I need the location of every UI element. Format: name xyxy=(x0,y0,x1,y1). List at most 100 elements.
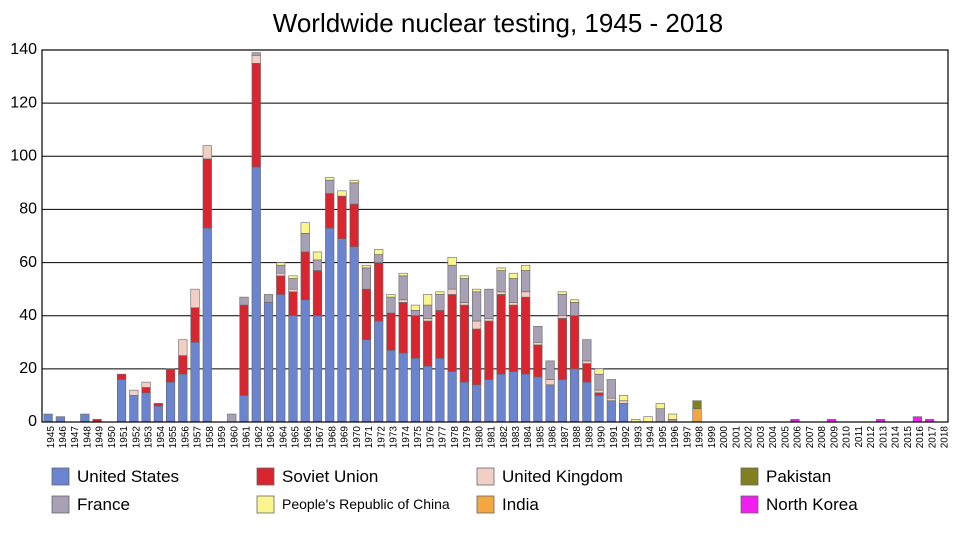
x-tick-label: 1954 xyxy=(156,426,167,449)
bar-segment xyxy=(459,275,469,279)
legend-label: United Kingdom xyxy=(502,467,623,486)
x-tick-label: 2009 xyxy=(829,426,840,449)
x-tick-label: 1989 xyxy=(584,426,595,449)
bar-segment xyxy=(484,320,494,380)
bar-segment xyxy=(557,291,567,295)
x-tick-label: 1950 xyxy=(107,426,118,449)
bar-segment xyxy=(386,312,396,351)
bar-segment xyxy=(116,373,127,380)
x-tick-label: 2012 xyxy=(866,426,877,449)
bar-segment xyxy=(472,288,482,293)
bar-segment xyxy=(55,416,65,423)
plot-frame xyxy=(41,49,949,423)
x-tick-label: 1982 xyxy=(499,426,510,449)
bar-segment xyxy=(533,341,543,346)
x-tick-label: 1963 xyxy=(266,426,277,449)
bar-segment xyxy=(202,227,212,423)
bar-segment xyxy=(227,413,237,423)
bar-segment xyxy=(692,400,702,410)
x-tick-label: 1958 xyxy=(205,426,216,449)
bar-segment xyxy=(447,256,457,266)
bar-segment xyxy=(435,291,445,295)
bar-segment xyxy=(141,381,151,388)
y-tick-label: 100 xyxy=(10,148,37,165)
bar-segment xyxy=(300,251,310,301)
bar-segment xyxy=(569,368,580,423)
x-tick-label: 1996 xyxy=(670,426,681,449)
legend-swatch xyxy=(256,467,275,486)
bar-segment xyxy=(141,387,151,394)
bar-segment xyxy=(410,304,421,311)
legend-label: Soviet Union xyxy=(282,467,378,486)
bar-segment xyxy=(361,288,372,340)
bar-segment xyxy=(618,403,629,423)
x-tick-label: 2001 xyxy=(731,426,742,449)
bar-segment xyxy=(398,352,408,423)
bar-segment xyxy=(606,379,616,399)
bar-segment xyxy=(410,310,421,317)
bar-segment xyxy=(276,294,286,423)
x-tick-label: 1959 xyxy=(217,426,228,449)
bar-segment xyxy=(459,278,469,303)
bar-segment xyxy=(43,413,53,423)
bar-segment xyxy=(472,320,482,330)
legend-swatch xyxy=(51,467,70,486)
bar-segment xyxy=(410,357,421,423)
bar-segment xyxy=(435,357,445,423)
bar-segment xyxy=(484,288,494,319)
x-tick-label: 2003 xyxy=(756,426,767,449)
bar-segment xyxy=(521,291,531,298)
bar-segment xyxy=(288,288,298,293)
x-tick-label: 1995 xyxy=(658,426,669,449)
bar-segment xyxy=(594,395,604,423)
bar-segment xyxy=(484,379,494,423)
x-tick-label: 1956 xyxy=(180,426,191,449)
x-tick-label: 1971 xyxy=(364,426,375,449)
bar-segment xyxy=(496,270,506,293)
bar-segment xyxy=(300,299,310,423)
bar-segment xyxy=(912,416,922,423)
bar-segment xyxy=(398,299,408,303)
bar-segment xyxy=(423,365,433,423)
bar-segment xyxy=(533,344,543,378)
x-tick-label: 1973 xyxy=(389,426,400,449)
bar-segment xyxy=(594,368,604,375)
x-tick-label: 1983 xyxy=(511,426,522,449)
bar-segment xyxy=(361,264,372,269)
x-tick-label: 2005 xyxy=(780,426,791,449)
x-tick-label: 2013 xyxy=(878,426,889,449)
legend-label: United States xyxy=(77,467,179,486)
bar-segment xyxy=(288,278,298,290)
y-tick-label: 0 xyxy=(28,413,37,430)
bar-segment xyxy=(165,368,176,383)
bar-segment xyxy=(239,395,249,423)
bar-segment xyxy=(239,296,249,306)
x-tick-label: 1998 xyxy=(695,426,706,449)
bar-segment xyxy=(447,264,457,290)
legend-label: North Korea xyxy=(766,495,858,514)
bar-segment xyxy=(521,264,531,271)
bar-segment xyxy=(423,304,433,319)
x-tick-label: 2010 xyxy=(842,426,853,449)
bar-segment xyxy=(178,373,188,423)
legend-swatch xyxy=(740,495,759,514)
x-tick-label: 2015 xyxy=(903,426,914,449)
bar-segment xyxy=(361,267,372,290)
bar-segment xyxy=(569,302,580,317)
bar-segment xyxy=(374,248,384,255)
bar-segment xyxy=(288,315,298,423)
x-tick-label: 1953 xyxy=(144,426,155,449)
y-tick-label: 120 xyxy=(10,94,37,111)
x-tick-label: 1951 xyxy=(119,426,130,449)
bar-segment xyxy=(80,413,90,423)
legend-swatch xyxy=(740,467,759,486)
legend-swatch xyxy=(51,495,70,514)
x-tick-label: 1969 xyxy=(340,426,351,449)
bar-segment xyxy=(423,320,433,367)
bar-segment xyxy=(251,55,261,64)
x-tick-label: 1977 xyxy=(438,426,449,449)
x-tick-label: 2000 xyxy=(719,426,730,449)
legend-label: Pakistan xyxy=(766,467,831,486)
bar-segment xyxy=(312,259,323,271)
bar-segment xyxy=(337,238,347,423)
